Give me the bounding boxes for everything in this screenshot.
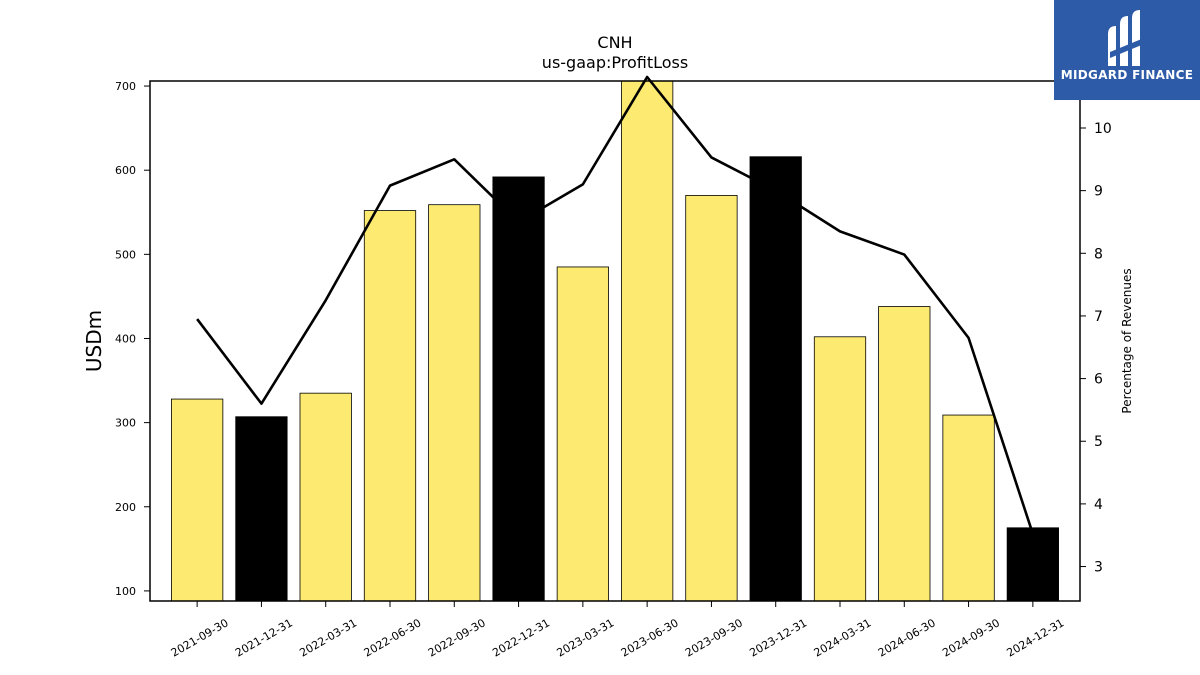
x-tick-label: 2023-06-30 bbox=[619, 616, 681, 659]
y-tick-label: 700 bbox=[115, 80, 136, 93]
y2-tick-label: 10 bbox=[1094, 121, 1112, 137]
bar bbox=[299, 392, 352, 602]
bar bbox=[749, 156, 802, 602]
x-tick-label: 2021-12-31 bbox=[233, 616, 295, 659]
y-tick-label: 400 bbox=[115, 332, 136, 345]
y-axis-right: 3 4 5 6 7 8 9 10 bbox=[1080, 121, 1112, 576]
line-layer bbox=[196, 75, 1035, 535]
x-tick-label: 2024-12-31 bbox=[1004, 616, 1066, 659]
y2-tick-label: 6 bbox=[1094, 372, 1103, 388]
bar bbox=[685, 195, 738, 602]
x-tick-label: 2021-09-30 bbox=[169, 616, 231, 659]
y-tick-label: 600 bbox=[115, 164, 136, 177]
y-axis-left: 100 200 300 400 500 600 700 bbox=[115, 80, 150, 598]
bar bbox=[492, 176, 545, 602]
y2-tick-label: 8 bbox=[1094, 246, 1103, 262]
bar bbox=[428, 204, 481, 602]
x-tick-label: 2022-09-30 bbox=[426, 616, 488, 659]
y-tick-label: 200 bbox=[115, 501, 136, 514]
bar bbox=[813, 336, 867, 602]
x-tick-label: 2022-03-31 bbox=[297, 616, 359, 659]
bar bbox=[235, 416, 288, 602]
y2-tick-label: 7 bbox=[1094, 309, 1103, 325]
logo-mark-icon bbox=[1108, 10, 1144, 66]
chart-subtitle: us-gaap:ProfitLoss bbox=[542, 53, 688, 72]
x-tick-label: 2024-03-31 bbox=[812, 616, 874, 659]
bar bbox=[1006, 527, 1059, 602]
x-tick-label: 2022-12-31 bbox=[490, 616, 552, 659]
x-tick-label: 2023-03-31 bbox=[554, 616, 616, 659]
series-line bbox=[196, 75, 1035, 535]
y-tick-label: 300 bbox=[115, 417, 136, 430]
bar bbox=[556, 266, 609, 602]
chart-title: CNH bbox=[597, 33, 632, 52]
x-tick-label: 2023-12-31 bbox=[747, 616, 809, 659]
y-axis-label: USDm bbox=[82, 310, 106, 372]
y2-tick-label: 4 bbox=[1094, 497, 1103, 513]
bar bbox=[942, 414, 995, 602]
y-tick-label: 500 bbox=[115, 248, 136, 261]
x-tick-label: 2024-09-30 bbox=[940, 616, 1002, 659]
x-tick-label: 2022-06-30 bbox=[362, 616, 424, 659]
y2-tick-label: 3 bbox=[1094, 560, 1103, 576]
y2-tick-label: 5 bbox=[1094, 434, 1103, 450]
x-tick-label: 2024-06-30 bbox=[876, 616, 938, 659]
y-tick-label: 100 bbox=[115, 585, 136, 598]
bar bbox=[171, 398, 224, 602]
brand-logo: MIDGARD FINANCE bbox=[1054, 0, 1200, 100]
plot-frame bbox=[149, 80, 1081, 602]
bar bbox=[363, 210, 417, 602]
bar bbox=[621, 80, 674, 602]
x-axis: 2021-09-30 2021-12-31 2022-03-31 2022-06-30… bbox=[169, 601, 1066, 660]
y2-axis-label: Percentage of Revenues bbox=[1120, 268, 1134, 413]
logo-text: MIDGARD FINANCE bbox=[1060, 68, 1194, 82]
bar bbox=[878, 306, 931, 602]
y2-tick-label: 9 bbox=[1094, 184, 1103, 200]
x-tick-label: 2023-09-30 bbox=[683, 616, 745, 659]
bars-layer bbox=[171, 80, 1059, 602]
